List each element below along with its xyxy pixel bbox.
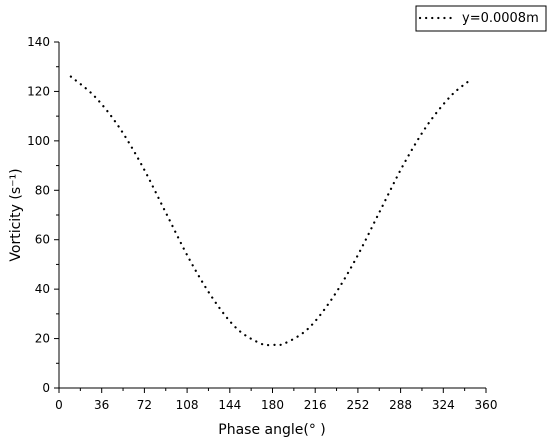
y-tick-label: 60 — [35, 233, 50, 247]
x-tick-label: 252 — [346, 398, 369, 412]
axes — [58, 42, 486, 389]
y-tick-label: 140 — [27, 35, 50, 49]
x-tick-label: 0 — [55, 398, 63, 412]
y-axis-label: Vorticity (s⁻¹) — [8, 168, 24, 261]
plot-area — [69, 75, 470, 347]
x-tick-label: 360 — [475, 398, 498, 412]
x-tick-label: 180 — [261, 398, 284, 412]
ticks: 0 36 72 108 144 180 216 252 288 324 360 0 20 40 60 80 10… — [27, 35, 497, 412]
y-tick-label: 80 — [35, 183, 50, 197]
series-line — [69, 75, 470, 347]
x-tick-label: 108 — [176, 398, 199, 412]
x-tick-label: 144 — [218, 398, 241, 412]
x-tick-label: 324 — [432, 398, 455, 412]
x-tick-label: 288 — [389, 398, 412, 412]
legend-series-label: y=0.0008m — [462, 11, 539, 26]
x-tick-label: 216 — [304, 398, 327, 412]
y-tick-label: 40 — [35, 282, 50, 296]
x-axis-label: Phase angle(° ) — [218, 422, 325, 438]
x-tick-label: 72 — [137, 398, 152, 412]
y-tick-label: 20 — [35, 332, 50, 346]
legend: y=0.0008m — [415, 5, 547, 32]
y-tick-label: 0 — [42, 381, 50, 395]
y-tick-label: 100 — [27, 134, 50, 148]
y-tick-label: 120 — [27, 84, 50, 98]
x-tick-label: 36 — [94, 398, 109, 412]
